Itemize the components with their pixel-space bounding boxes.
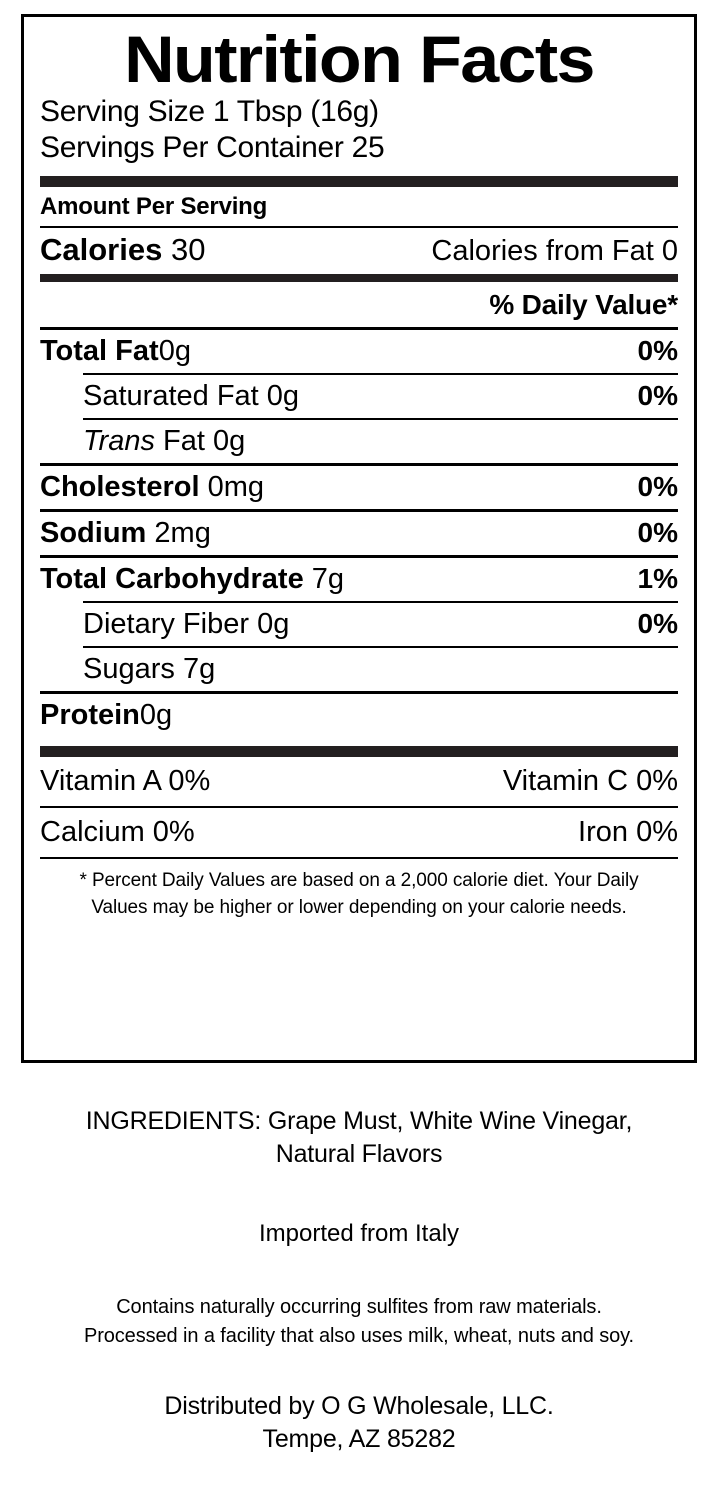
nutrition-facts-panel: Nutrition Facts Serving Size 1 Tbsp (16g…: [21, 14, 697, 1063]
nutrient-label-total-fat: Total Fat0g: [40, 335, 191, 368]
origin-text: Imported from Italy: [258, 1220, 460, 1247]
nutrient-row-saturated-fat: Saturated Fat 0g 0%: [40, 375, 678, 418]
distributor-line-2: Tempe, AZ 85282: [262, 1425, 456, 1454]
nutrient-amount-dietary-fiber: 0g: [257, 607, 290, 640]
nutrient-name-sugars: Sugars: [83, 652, 175, 685]
nutrient-row-sodium: Sodium 2mg 0%: [40, 512, 678, 555]
allergen-line-2: Processed in a facility that also uses m…: [83, 1324, 635, 1347]
nutrient-row-trans-fat: Trans Fat 0g: [40, 420, 678, 463]
calories-from-fat: Calories from Fat 0: [431, 234, 678, 267]
allergen-statement: Contains naturally occurring sulfites fr…: [21, 1249, 697, 1350]
nutrient-name-trans-italic: Trans: [83, 424, 155, 457]
separator-bar-thick-vitamins: [40, 745, 678, 757]
nutrient-label-dietary-fiber: Dietary Fiber 0g: [83, 608, 289, 641]
nutrition-facts-title: Nutrition Facts: [124, 22, 595, 96]
separator-rule-cholesterol-top: [40, 462, 678, 466]
nutrient-amount-sodium: 2mg: [154, 516, 211, 549]
nutrient-label-saturated-fat: Saturated Fat 0g: [83, 380, 299, 413]
nutrient-amount-protein: 0g: [139, 698, 173, 731]
nutrient-amount-cholesterol: 0mg: [207, 470, 265, 503]
nutrient-label-sodium: Sodium 2mg: [40, 517, 211, 550]
separator-rule-trans-fat-top: [83, 417, 678, 420]
nutrient-dv-total-carbohydrate: 1%: [637, 562, 678, 594]
calories-left: Calories 30: [40, 232, 205, 268]
separator-rule-saturated-fat-top: [83, 372, 678, 375]
distributor-line-1: Distributed by O G Wholesale, LLC.: [164, 1391, 554, 1420]
separator-rule-amount: [40, 225, 678, 228]
nutrient-label-cholesterol: Cholesterol 0mg: [40, 471, 264, 504]
allergen-line-1: Contains naturally occurring sulfites fr…: [116, 1296, 602, 1319]
nutrient-row-protein: Protein0g: [40, 694, 678, 737]
nutrient-label-sugars: Sugars 7g: [83, 653, 215, 686]
calories-row: Calories 30 Calories from Fat 0: [40, 228, 678, 274]
nutrient-row-cholesterol: Cholesterol 0mg 0%: [40, 466, 678, 509]
nutrient-dv-sodium: 0%: [637, 516, 678, 548]
nutrient-name-cholesterol: Cholesterol: [40, 470, 200, 503]
separator-rule-sugars-top: [83, 645, 678, 648]
nutrient-name-saturated-fat: Saturated Fat: [83, 379, 259, 412]
nutrient-name-total-fat: Total Fat: [40, 334, 159, 367]
nutrient-amount-trans-fat: 0g: [213, 424, 246, 457]
nutrient-dv-saturated-fat: 0%: [637, 379, 678, 411]
nutrient-row-sugars: Sugars 7g: [40, 648, 678, 691]
separator-bar-medium: [40, 273, 678, 282]
calories-label: Calories: [40, 231, 163, 267]
nutrient-name-protein: Protein: [40, 698, 140, 731]
nutrient-amount-total-fat: 0g: [158, 334, 191, 367]
iron-value: Iron 0%: [578, 815, 678, 848]
ingredients-line-2: Natural Flavors: [275, 1139, 443, 1168]
ingredients-line-1: INGREDIENTS: Grape Must, White Wine Vine…: [85, 1107, 633, 1135]
nutrient-name-trans-fat: Fat: [163, 424, 205, 457]
label-supplementary-text: INGREDIENTS: Grape Must, White Wine Vine…: [21, 1080, 697, 1457]
nutrient-label-trans-fat: Trans Fat 0g: [83, 425, 245, 458]
nutrient-row-total-fat: Total Fat0g 0%: [40, 330, 678, 373]
nutrient-dv-total-fat: 0%: [637, 334, 678, 366]
nutrient-amount-saturated-fat: 0g: [266, 379, 300, 412]
serving-size-text: Serving Size 1 Tbsp (16g): [40, 94, 379, 128]
nutrient-label-total-carbohydrate: Total Carbohydrate 7g: [40, 563, 344, 596]
nutrient-row-total-carbohydrate: Total Carbohydrate 7g 1%: [40, 558, 678, 601]
separator-rule-carbohydrate-top: [40, 554, 678, 558]
footnote-line-1: * Percent Daily Values are based on a 2,…: [79, 869, 639, 891]
vitamin-a-value: Vitamin A 0%: [40, 764, 211, 797]
amount-per-serving-label: Amount Per Serving: [40, 192, 268, 220]
daily-value-footnote: * Percent Daily Values are based on a 2,…: [40, 859, 678, 922]
nutrient-row-dietary-fiber: Dietary Fiber 0g 0%: [40, 603, 678, 646]
separator-rule-sodium-top: [40, 508, 678, 512]
footnote-line-2: Values may be higher or lower depending …: [91, 896, 627, 918]
servings-per-container-text: Servings Per Container 25: [40, 131, 385, 165]
vitamin-c-value: Vitamin C 0%: [502, 764, 678, 797]
nutrient-name-sodium: Sodium: [40, 516, 147, 549]
nutrient-amount-sugars: 7g: [182, 652, 216, 685]
daily-value-header: % Daily Value*: [489, 288, 678, 320]
separator-rule-protein-top: [40, 690, 678, 694]
distributor-block: Distributed by O G Wholesale, LLC. Tempe…: [21, 1350, 697, 1457]
separator-rule-dietary-fiber-top: [83, 600, 678, 603]
vitamin-row-a-c: Vitamin A 0% Vitamin C 0%: [40, 757, 678, 806]
nutrient-label-protein: Protein0g: [40, 699, 172, 732]
separator-bar-thick-top: [40, 175, 678, 187]
nutrient-amount-total-carbohydrate: 7g: [311, 562, 345, 595]
ingredients-block: INGREDIENTS: Grape Must, White Wine Vine…: [21, 1080, 697, 1170]
separator-rule-vitamins: [40, 805, 678, 808]
calories-value: 30: [170, 231, 206, 267]
nutrient-name-dietary-fiber: Dietary Fiber: [83, 607, 249, 640]
nutrition-facts-body: Nutrition Facts Serving Size 1 Tbsp (16g…: [24, 22, 694, 1070]
nutrient-name-total-carbohydrate: Total Carbohydrate: [40, 562, 304, 595]
nutrient-dv-cholesterol: 0%: [637, 470, 678, 502]
calcium-value: Calcium 0%: [40, 815, 195, 848]
vitamin-row-calcium-iron: Calcium 0% Iron 0%: [40, 808, 678, 857]
separator-rule-daily-value: [40, 326, 678, 330]
separator-rule-footnote: [40, 856, 678, 859]
nutrient-dv-dietary-fiber: 0%: [637, 607, 678, 639]
